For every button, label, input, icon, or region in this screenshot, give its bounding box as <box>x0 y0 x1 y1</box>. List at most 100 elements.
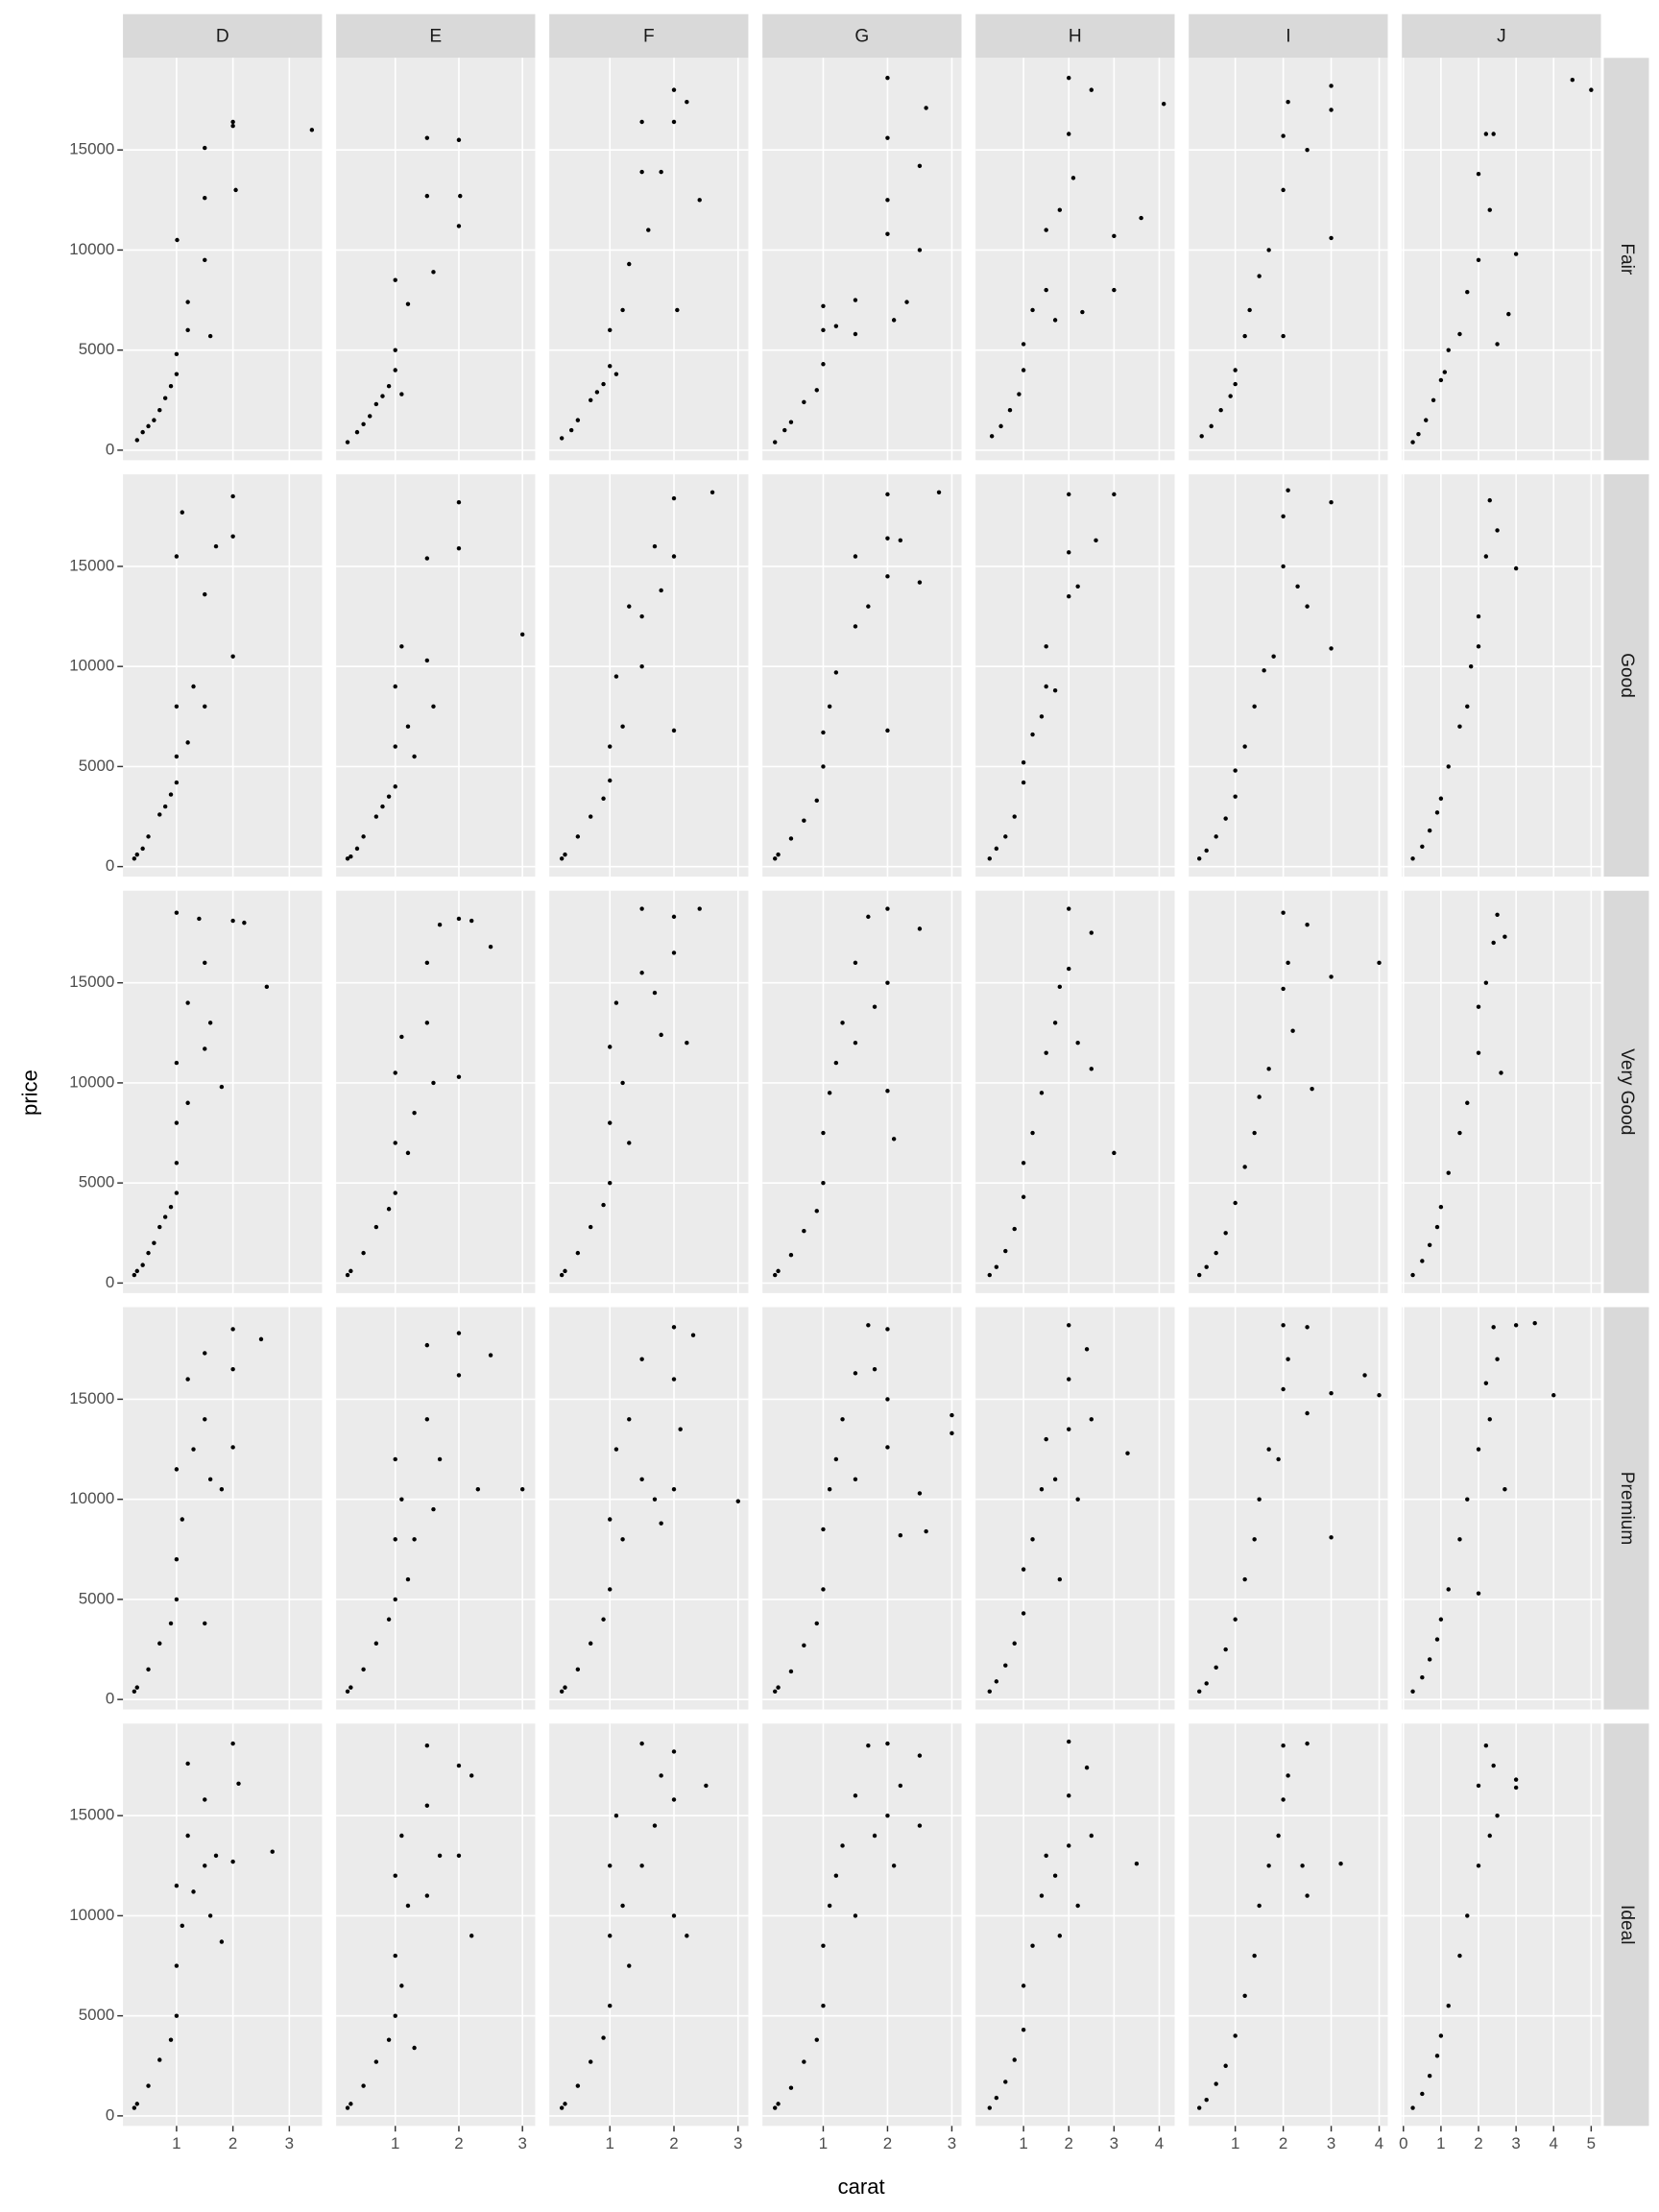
point <box>1513 1777 1519 1782</box>
point <box>168 383 174 389</box>
point <box>1281 333 1286 339</box>
strip-label: Premium <box>1617 1472 1637 1545</box>
point <box>393 277 397 282</box>
point <box>671 1377 677 1382</box>
point <box>1199 434 1204 439</box>
point <box>827 704 832 709</box>
point <box>885 536 890 541</box>
point <box>885 198 890 203</box>
point <box>1112 287 1117 293</box>
point <box>1214 834 1218 839</box>
point <box>146 1667 151 1672</box>
point <box>917 163 923 169</box>
point <box>1233 1617 1238 1622</box>
point <box>180 1923 184 1929</box>
panel <box>762 1723 962 2127</box>
point <box>853 1371 858 1376</box>
point <box>1266 248 1271 252</box>
y-tick-label: 0 <box>106 1690 114 1708</box>
point <box>1513 565 1519 571</box>
point <box>354 429 360 435</box>
point <box>685 1041 689 1046</box>
point <box>1290 1028 1295 1033</box>
point <box>1305 1410 1310 1416</box>
point <box>1204 1264 1209 1269</box>
point <box>399 1833 404 1839</box>
point <box>1551 1393 1556 1398</box>
point <box>1223 2063 1228 2068</box>
point <box>1329 108 1334 112</box>
point <box>1084 1765 1090 1770</box>
x-tick-label: 3 <box>1511 2134 1520 2152</box>
point <box>203 1797 207 1802</box>
point <box>1233 1200 1238 1206</box>
point <box>236 1781 241 1787</box>
point <box>1286 488 1290 493</box>
point <box>185 300 190 304</box>
strip <box>336 13 536 59</box>
point <box>140 1262 145 1267</box>
panel <box>1402 1723 1601 2127</box>
point <box>431 1506 436 1512</box>
point <box>788 1253 794 1258</box>
point <box>776 1685 781 1690</box>
point <box>659 1773 663 1778</box>
point <box>174 1161 180 1166</box>
point <box>1266 1863 1271 1868</box>
point <box>1483 1743 1489 1748</box>
point <box>802 1643 806 1648</box>
point <box>833 670 839 675</box>
point <box>885 906 890 911</box>
point <box>162 396 168 400</box>
point <box>1506 311 1511 317</box>
point <box>1457 1537 1462 1542</box>
y-tick-label: 5000 <box>79 1589 115 1607</box>
point <box>917 248 923 252</box>
point <box>368 414 373 419</box>
point <box>1003 834 1008 839</box>
point <box>1030 1130 1035 1136</box>
point <box>1487 207 1492 212</box>
point <box>1089 87 1094 92</box>
point <box>1310 1086 1314 1092</box>
point <box>814 2037 819 2042</box>
point <box>180 510 184 515</box>
panel <box>762 58 962 461</box>
point <box>140 429 145 435</box>
point <box>659 1032 663 1038</box>
point <box>613 674 619 679</box>
point <box>652 543 658 549</box>
point <box>1286 960 1290 966</box>
point <box>1067 1427 1071 1431</box>
point <box>270 1849 275 1854</box>
point <box>620 1903 625 1909</box>
point <box>924 106 928 110</box>
point <box>1044 228 1048 232</box>
point <box>559 856 565 861</box>
point <box>264 984 270 990</box>
point <box>185 740 190 745</box>
point <box>1247 307 1252 313</box>
point <box>639 906 644 911</box>
point <box>1446 1170 1451 1175</box>
point <box>168 792 174 797</box>
point <box>821 1130 826 1136</box>
point <box>213 1853 219 1859</box>
point <box>1252 704 1257 709</box>
point <box>1214 2081 1218 2086</box>
point <box>174 704 180 709</box>
point <box>1030 1537 1035 1542</box>
x-tick-label: 3 <box>733 2134 742 2152</box>
point <box>1233 2033 1238 2038</box>
y-tick-label: 5000 <box>79 340 115 358</box>
point <box>853 554 858 559</box>
point <box>833 324 839 328</box>
point <box>1495 1813 1500 1818</box>
point <box>174 372 180 376</box>
strip-label: G <box>854 26 869 46</box>
point <box>258 1336 264 1342</box>
point <box>608 1863 613 1868</box>
point <box>917 1753 923 1758</box>
point <box>157 1224 162 1230</box>
